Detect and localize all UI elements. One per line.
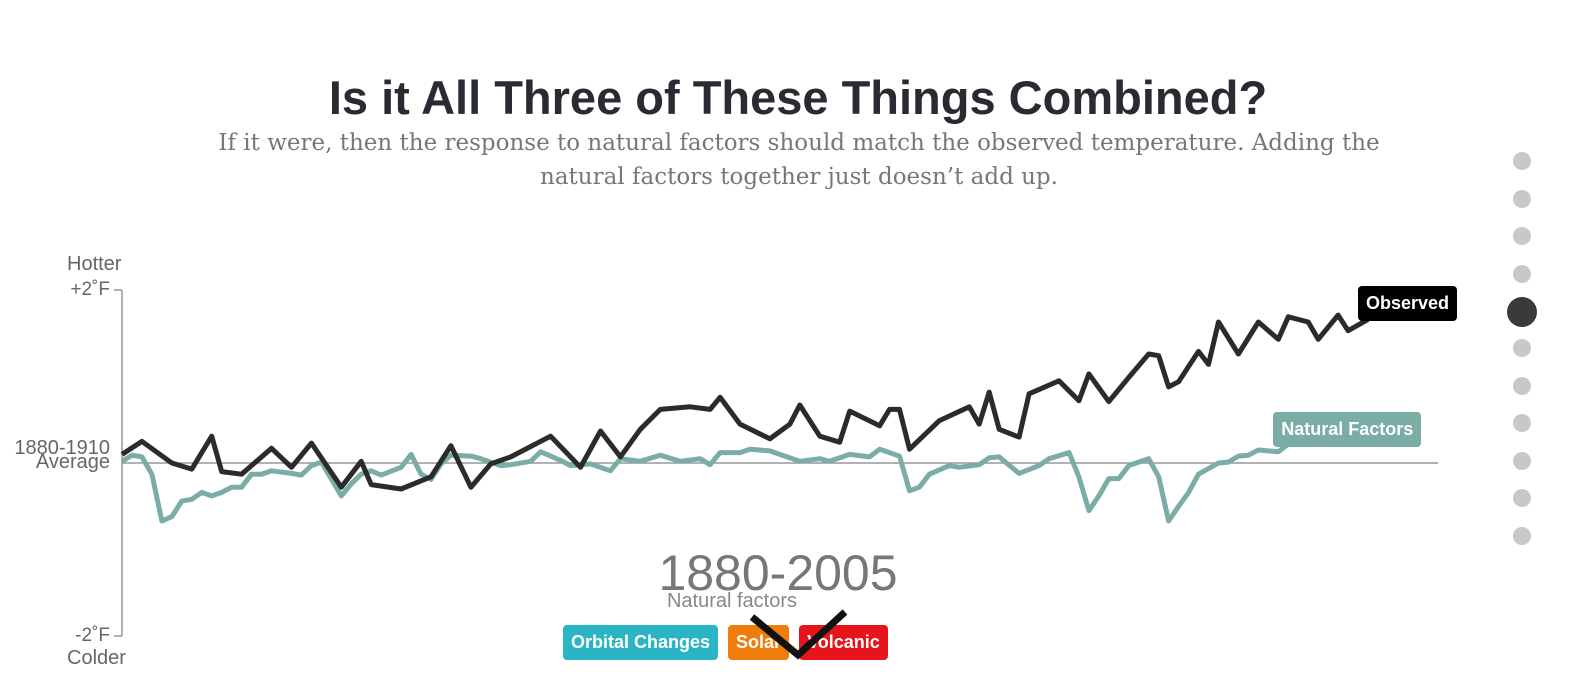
nav-dot[interactable] xyxy=(1513,264,1531,283)
chart-title: Is it All Three of These Things Combined… xyxy=(328,71,1268,124)
series-label: Natural Factors xyxy=(1273,411,1422,447)
series-line xyxy=(120,442,1290,524)
toggles: Orbital Changes Solar Volcanic xyxy=(563,625,888,660)
period-caption: Natural factors xyxy=(666,590,798,612)
y-label-top: Hotter xyxy=(67,253,122,275)
y-label-bottom: Colder xyxy=(67,647,126,669)
nav-dot[interactable] xyxy=(1513,489,1531,507)
nav-dot[interactable] xyxy=(1513,414,1531,432)
nav-dot[interactable] xyxy=(1513,152,1531,170)
nav-dot[interactable] xyxy=(1507,297,1537,327)
toggle-button[interactable]: Volcanic xyxy=(799,625,888,660)
y-tick-label: -2˚F xyxy=(75,625,110,646)
y-tick-label: +2˚F xyxy=(70,279,110,300)
series-line xyxy=(120,312,1370,492)
series-label: Observed xyxy=(1358,286,1458,322)
nav-dot[interactable] xyxy=(1513,376,1531,395)
period: 1880-2005 xyxy=(658,545,898,601)
subtitle: If it were, then the response to natural… xyxy=(218,130,1380,190)
nav-dot[interactable] xyxy=(1513,227,1531,245)
nav-dot[interactable] xyxy=(1513,451,1531,470)
toggle-button[interactable]: Orbital Changes xyxy=(563,625,719,660)
toggle-button[interactable]: Solar xyxy=(728,625,790,660)
nav-dot[interactable] xyxy=(1513,339,1531,357)
nav-dot[interactable] xyxy=(1513,526,1531,545)
y-tick-label: 1880-1910 Average xyxy=(14,437,110,473)
nav-dot[interactable] xyxy=(1513,189,1531,208)
